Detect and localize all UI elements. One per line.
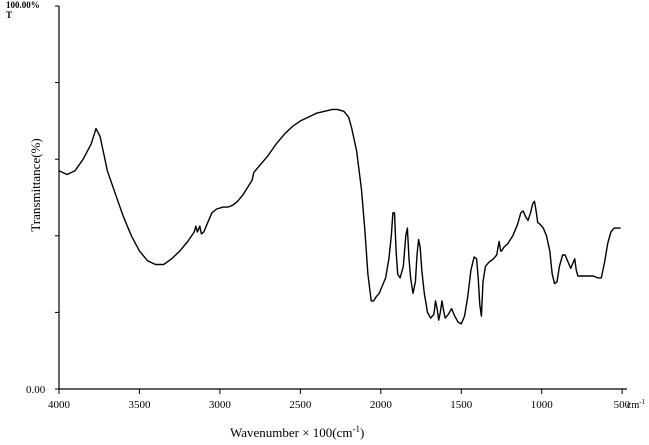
x-axis-title-main: Wavenumber × 100(cm	[230, 425, 353, 440]
y-bottom-label: 0.00	[26, 384, 46, 396]
x-tick-label: 3000	[209, 399, 232, 411]
x-tick-label: 2500	[289, 399, 312, 411]
x-tick-label: 500	[614, 399, 631, 411]
x-tick-label: 1500	[450, 399, 473, 411]
x-axis-title-close: )	[360, 425, 364, 440]
x-axis-title: Wavenumber × 100(cm-1)	[230, 424, 364, 440]
x-unit-label: cm-1	[627, 398, 646, 411]
y-top-letter: T	[6, 10, 12, 20]
y-axis-ticks	[55, 5, 59, 390]
x-tick-label: 2000	[370, 399, 393, 411]
x-axis-ticks	[58, 389, 623, 394]
x-tick-label: 3500	[128, 399, 151, 411]
y-axis-title: Transmittance(%)	[28, 138, 43, 231]
x-tick-label: 1000	[531, 399, 554, 411]
x-tick-label: 4000	[48, 399, 71, 411]
x-unit-main: cm	[627, 400, 639, 411]
series-line	[58, 108, 621, 325]
x-unit-sup: -1	[639, 398, 645, 406]
x-axis-tick-labels: 4000 3500 3000 2500 2000 1500 1000 500	[48, 399, 631, 411]
x-axis-title-sup: -1	[353, 424, 361, 434]
y-top-label: 100.00%	[6, 0, 40, 10]
